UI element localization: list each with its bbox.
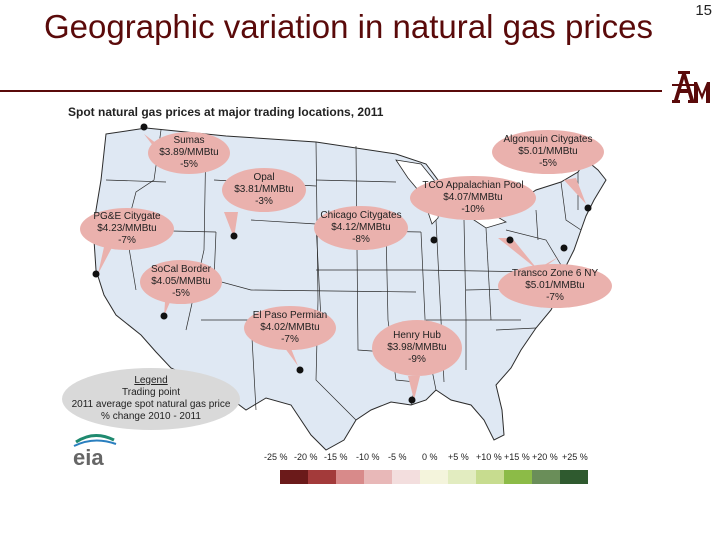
bubble-price: $3.89/MMBtu [159,147,219,158]
bubble-change: -5% [180,159,198,170]
bubble-price: $4.05/MMBtu [151,276,211,287]
legend-trading-point: Trading point [122,387,180,398]
trading-point [506,236,514,244]
scale-label: -5 % [388,452,407,462]
eia-logo-text: eia [73,445,104,468]
bubble-pge: PG&E Citygate $4.23/MMBtu -7% [80,208,174,250]
bubble-elpaso: El Paso Permian $4.02/MMBtu -7% [244,306,336,350]
bubble-change: -8% [352,234,370,245]
scale-swatch [448,470,476,484]
bubble-henry: Henry Hub $3.98/MMBtu -9% [372,320,462,376]
scale-swatch [364,470,392,484]
bubble-price: $4.07/MMBtu [443,192,503,203]
trading-point [140,123,148,131]
bubble-name: SoCal Border [150,264,212,275]
trading-point [560,244,568,252]
bubble-name: TCO Appalachian Pool [422,180,524,191]
scale-swatch [392,470,420,484]
bubble-name: Chicago Citygates [320,210,402,221]
trading-points [92,123,592,404]
bubble-opal: Opal $3.81/MMBtu -3% [222,168,306,212]
bubble-socal: SoCal Border $4.05/MMBtu -5% [140,260,222,304]
bubble-name: PG&E Citygate [93,211,161,222]
scale-swatch [504,470,532,484]
scale-labels: -25 % -20 % -15 % -10 % -5 % 0 % +5 % +1… [262,452,592,466]
eia-logo: eia [73,434,117,468]
scale-label: +5 % [448,452,469,462]
legend-change: % change 2010 - 2011 [101,411,201,422]
scale-swatch [336,470,364,484]
bubble-name: Sumas [173,135,205,146]
scale-label: +20 % [532,452,558,462]
tamu-logo [672,71,710,103]
bubble-price: $4.02/MMBtu [260,322,320,333]
bubble-change: -7% [118,235,136,246]
scale-label: +10 % [476,452,502,462]
bubble-price: $4.23/MMBtu [97,223,157,234]
legend-title: Legend [134,375,168,386]
bubble-change: -9% [408,354,426,365]
trading-point [92,270,100,278]
scale-label: -15 % [324,452,348,462]
bubble-tco: TCO Appalachian Pool $4.07/MMBtu -10% [410,176,536,220]
map-legend: Legend Trading point 2011 average spot n… [62,368,240,430]
bubble-price: $5.01/MMBtu [525,280,585,291]
bubble-chicago: Chicago Citygates $4.12/MMBtu -8% [314,206,408,250]
bubble-transco: Transco Zone 6 NY $5.01/MMBtu -7% [498,264,612,308]
bubble-change: -3% [255,196,273,207]
trading-point [584,204,592,212]
legend-price: 2011 average spot natural gas price [71,399,231,410]
bubble-price: $4.12/MMBtu [331,222,391,233]
bubble-name: Henry Hub [393,330,441,341]
trading-point [230,232,238,240]
bubble-change: -5% [172,288,190,299]
scale-swatch [476,470,504,484]
page-number: 15 [695,2,712,19]
scale-label: +15 % [504,452,530,462]
map-subtitle: Spot natural gas prices at major trading… [68,105,384,119]
bubble-algonquin: Algonquin Citygates $5.01/MMBtu -5% [492,130,604,174]
title-rule [0,90,662,92]
scale-label: +25 % [562,452,588,462]
scale-label: -25 % [264,452,288,462]
scale-swatch [560,470,588,484]
bubble-change: -5% [539,158,557,169]
trading-point [160,312,168,320]
bubble-change: -10% [461,204,485,215]
scale-swatch [532,470,560,484]
scale-swatch [308,470,336,484]
scale-swatch [420,470,448,484]
bubble-price: $3.98/MMBtu [387,342,447,353]
bubble-name: El Paso Permian [252,310,328,321]
trading-point [408,396,416,404]
bubble-change: -7% [281,334,299,345]
bubble-price: $3.81/MMBtu [234,184,294,195]
slide-title: Geographic variation in natural gas pric… [44,8,654,45]
trading-point [430,236,438,244]
scale-swatch [280,470,308,484]
color-scale [280,470,588,484]
bubble-name: Algonquin Citygates [503,134,593,145]
scale-label: 0 % [422,452,438,462]
bubble-name: Opal [253,172,275,183]
scale-label: -10 % [356,452,380,462]
scale-label: -20 % [294,452,318,462]
trading-point [296,366,304,374]
bubble-change: -7% [546,292,564,303]
bubble-sumas: Sumas $3.89/MMBtu -5% [148,132,230,174]
bubble-name: Transco Zone 6 NY [511,268,599,279]
bubble-price: $5.01/MMBtu [518,146,578,157]
